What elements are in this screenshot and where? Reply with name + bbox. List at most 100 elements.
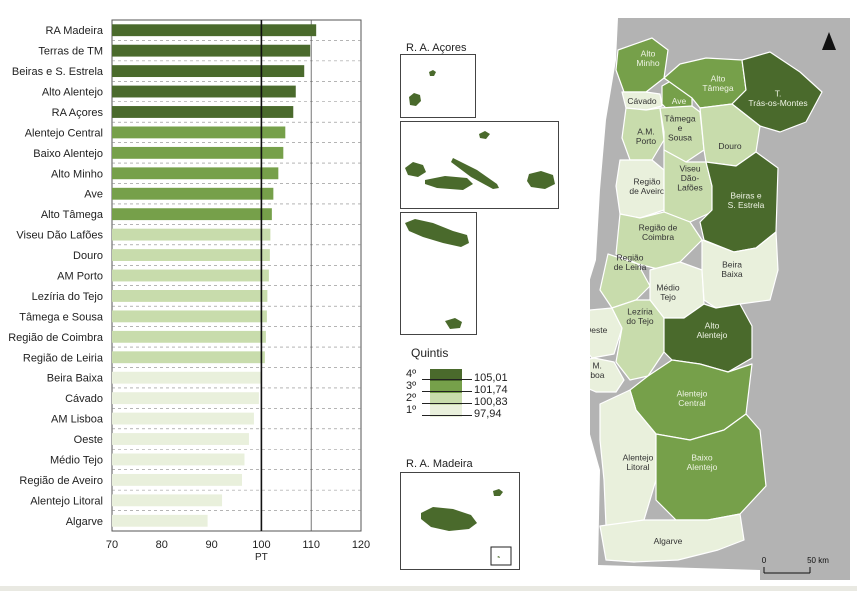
- region-label-baixo-alentejo: Baixo Alentejo: [687, 452, 718, 472]
- region-label-line: Cávado: [627, 96, 657, 106]
- region-label-line: Oeste: [590, 325, 608, 335]
- region-label-medio-tejo: Médio Tejo: [656, 282, 679, 302]
- region-label-line: Alentejo: [677, 388, 708, 398]
- region-label-line: de Aveiro: [629, 186, 665, 196]
- region-alto-alentejo: [663, 303, 753, 373]
- island-graciosa: [479, 131, 490, 139]
- island-pico: [425, 176, 473, 190]
- x-tick-label: 120: [352, 539, 370, 551]
- x-tick-label: 90: [205, 539, 217, 551]
- region-label-douro: Douro: [718, 141, 741, 151]
- acores-inset-central: [400, 121, 559, 209]
- legend-swatch: [430, 405, 462, 417]
- category-label: Alto Minho: [51, 168, 103, 180]
- region-label-line: A. M.: [590, 360, 602, 370]
- madeira-title: R. A. Madeira: [406, 458, 473, 470]
- x-tick-label: 100: [252, 539, 270, 551]
- region-label-line: Alto: [641, 48, 656, 58]
- region-label-line: Região de: [639, 222, 678, 232]
- region-label-line: do Tejo: [626, 316, 654, 326]
- region-label-line: Sousa: [668, 133, 692, 143]
- region-label-leziria-do-tejo: Lezíria do Tejo: [626, 306, 654, 326]
- category-label: Lezíria do Tejo: [32, 291, 103, 303]
- legend: 4º 105,01 3º 101,74 2º 100,83 1º 97,94: [400, 368, 520, 438]
- region-terras-de-tras-os-montes: [731, 51, 823, 133]
- acores-title: R. A. Açores: [406, 42, 467, 54]
- region-label-line: e: [678, 123, 683, 133]
- region-label-line: Tâmega: [702, 83, 733, 93]
- region-label-line: Alto: [705, 320, 720, 330]
- scale-start-label: 0: [762, 556, 767, 565]
- category-label: Douro: [73, 250, 103, 262]
- region-label-line: Douro: [718, 141, 741, 151]
- scale-end-label: 50 km: [807, 556, 829, 565]
- region-label-line: Região: [617, 252, 644, 262]
- region-label-line: Dão-: [681, 173, 700, 183]
- region-label-line: S. Estrela: [728, 200, 765, 210]
- bar: [112, 494, 223, 507]
- region-tamega-e-sousa: [659, 105, 705, 163]
- bar: [112, 473, 242, 486]
- region-algarve: [599, 513, 745, 563]
- bar: [112, 65, 305, 78]
- bar: [112, 330, 266, 343]
- region-label-alentejo-central: Alentejo Central: [677, 388, 708, 408]
- bar: [112, 453, 245, 466]
- legend-row: 1º 97,94: [400, 404, 520, 420]
- region-label-tamega-e-sousa: Tâmega e Sousa: [664, 114, 695, 143]
- region-leziria-do-tejo: [611, 299, 665, 381]
- bar: [112, 208, 272, 221]
- bar: [112, 85, 296, 98]
- legend-threshold-line: [422, 415, 472, 416]
- selvagens-box: [490, 546, 512, 566]
- region-alentejo-litoral: [599, 389, 657, 527]
- region-label-beiras-e-s-estrela: Beiras e S. Estrela: [728, 190, 765, 210]
- category-label: RA Açores: [52, 107, 104, 119]
- legend-class-label: 3º: [406, 380, 417, 392]
- category-label: Alto Tâmega: [41, 209, 104, 221]
- island-terceira: [527, 171, 555, 189]
- region-label-line: Algarve: [654, 536, 683, 546]
- region-label-beira-baixa: Beira Baixa: [721, 259, 743, 279]
- legend-class-label: 4º: [406, 368, 417, 380]
- category-label: Beiras e S. Estrela: [12, 66, 104, 78]
- category-label: Viseu Dão Lafões: [16, 230, 103, 242]
- category-label: Alto Alentejo: [42, 87, 103, 99]
- bar: [112, 249, 270, 261]
- region-regiao-de-coimbra: [615, 211, 703, 271]
- category-label: Cávado: [65, 393, 103, 405]
- category-label: Ave: [84, 189, 103, 201]
- region-label-algarve: Algarve: [654, 536, 683, 546]
- region-label-line: Baixa: [721, 269, 743, 279]
- island-madeira: [421, 507, 477, 531]
- category-label: Alentejo Central: [25, 127, 103, 139]
- legend-threshold: 105,01: [474, 372, 508, 384]
- bottom-strip: [0, 586, 857, 591]
- region-label-line: Alentejo: [697, 330, 728, 340]
- category-label: Oeste: [74, 434, 103, 446]
- region-label-alentejo-litoral: Alentejo Litoral: [623, 452, 654, 472]
- bar: [112, 412, 254, 425]
- island-selvagens: [497, 556, 500, 558]
- region-label-viseu-dao-lafoes: Viseu Dão-Lafões: [677, 164, 703, 193]
- legend-swatch: [430, 381, 462, 393]
- acores-inset-west: [400, 54, 476, 118]
- category-label: AM Lisboa: [51, 414, 104, 426]
- region-label-line: Alto: [711, 73, 726, 83]
- region-label-a-m-lisboa: A. M.Lisboa: [590, 360, 605, 380]
- legend-class-label: 2º: [406, 392, 417, 404]
- bar: [112, 228, 271, 241]
- bar: [112, 392, 259, 405]
- acores-inset-east: [400, 212, 477, 335]
- region-label-line: de Leiria: [614, 262, 647, 272]
- bar-chart: RA Madeira Terras de TM Beiras e S. Estrel…: [8, 19, 370, 560]
- region-label-cavado: Cávado: [627, 96, 657, 106]
- legend-swatch: [430, 369, 462, 381]
- region-label-line: Baixo: [691, 452, 713, 462]
- region-label-regiao-de-coimbra: Região de Coimbra: [639, 222, 678, 242]
- region-label-line: Lafões: [677, 183, 703, 193]
- region-label-line: Alentejo: [623, 452, 654, 462]
- legend-threshold: 101,74: [474, 384, 508, 396]
- legend-swatch: [430, 393, 462, 405]
- bar: [112, 269, 269, 282]
